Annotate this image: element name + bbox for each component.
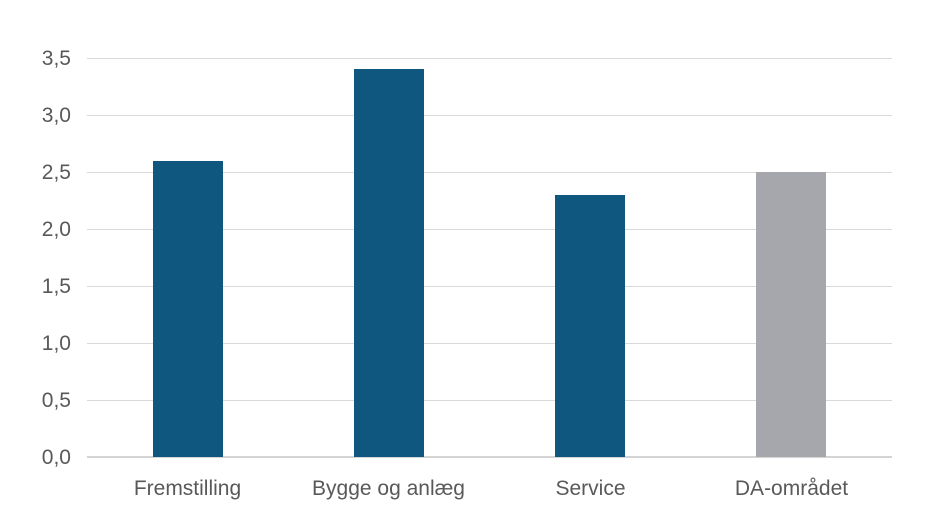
gridline bbox=[87, 343, 892, 344]
gridline bbox=[87, 229, 892, 230]
x-axis-line bbox=[87, 456, 892, 458]
y-axis-tick-label: 2,5 bbox=[41, 161, 71, 184]
x-axis-category-label: Bygge og anlæg bbox=[312, 477, 465, 500]
y-axis-tick-label: 1,0 bbox=[41, 332, 71, 355]
x-axis-category-label: Service bbox=[555, 477, 626, 500]
gridline bbox=[87, 286, 892, 287]
y-axis-tick-label: 2,0 bbox=[41, 218, 71, 241]
y-axis-tick-label: 3,5 bbox=[41, 47, 71, 70]
gridline bbox=[87, 58, 892, 59]
bar-fremstilling bbox=[153, 161, 223, 457]
gridline bbox=[87, 400, 892, 401]
gridline bbox=[87, 172, 892, 173]
x-axis-category-label: Fremstilling bbox=[133, 477, 242, 500]
bar-da-omr-det bbox=[756, 172, 826, 457]
y-axis-tick-label: 1,5 bbox=[41, 275, 71, 298]
x-axis-category-label: DA-området bbox=[734, 477, 849, 500]
bar-service bbox=[555, 195, 625, 457]
y-axis-tick-label: 3,0 bbox=[41, 104, 71, 127]
gridline bbox=[87, 115, 892, 116]
y-axis-tick-label: 0,0 bbox=[41, 446, 71, 469]
y-axis-tick-label: 0,5 bbox=[41, 389, 71, 412]
bar-bygge-og-anl-g bbox=[354, 69, 424, 457]
